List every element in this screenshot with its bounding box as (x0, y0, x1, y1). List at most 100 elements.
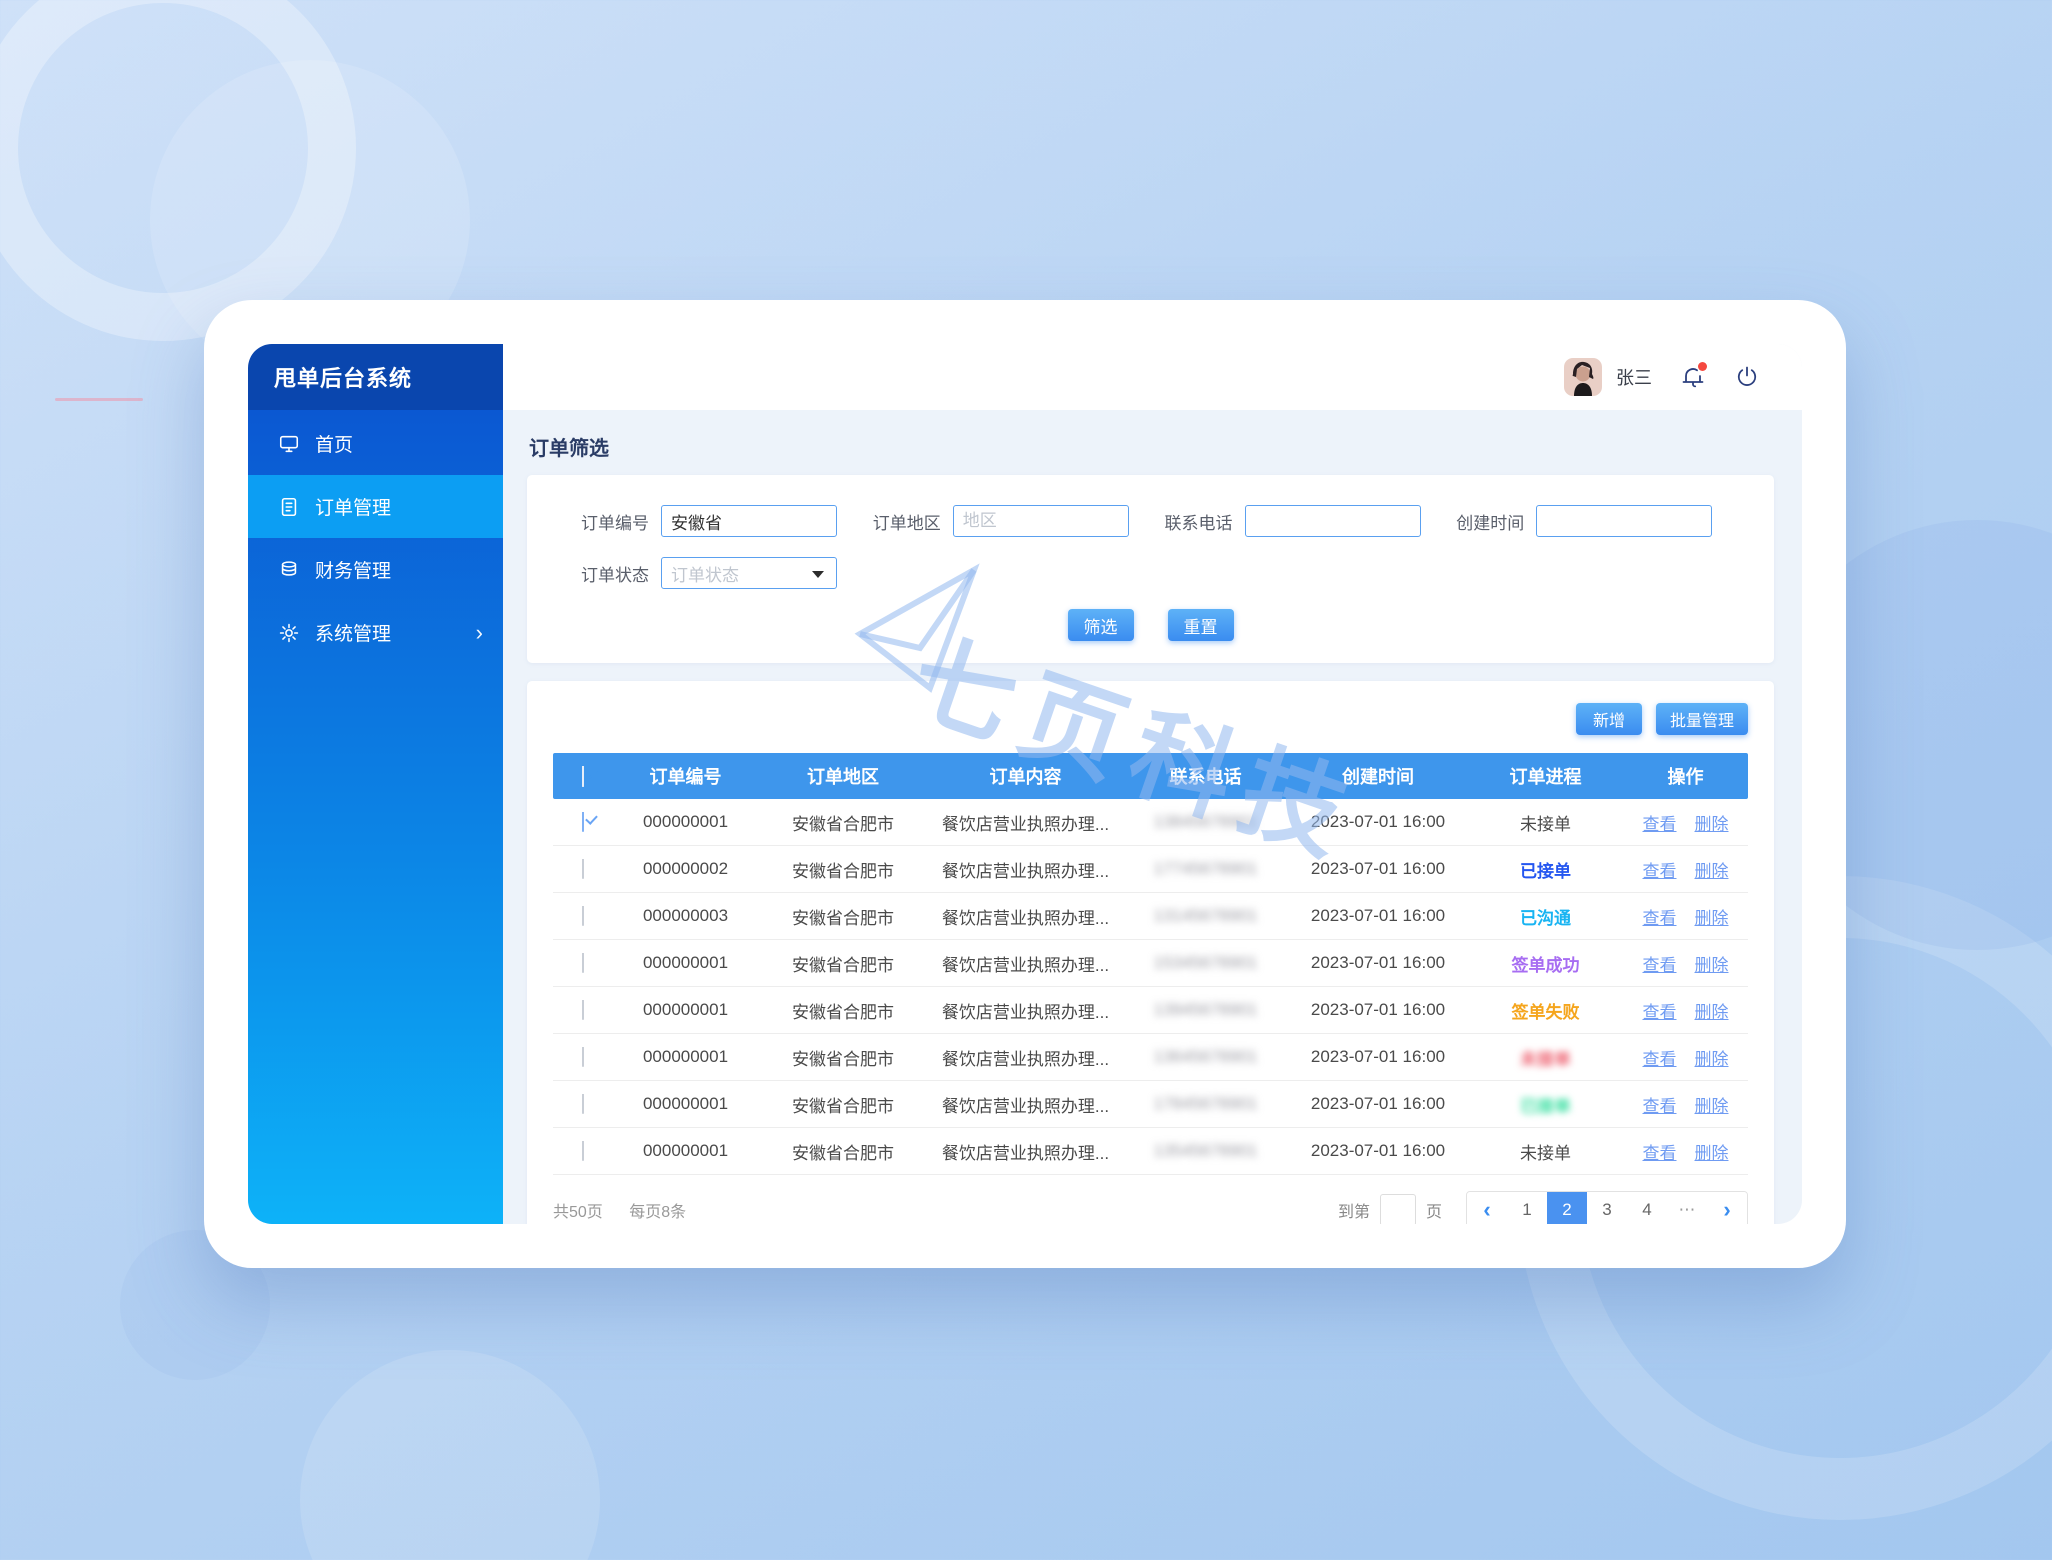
column-header: 创建时间 (1342, 767, 1414, 787)
view-link[interactable]: 查看 (1642, 955, 1677, 975)
field-label: 创建时间 (1456, 513, 1525, 533)
view-link[interactable]: 查看 (1642, 1143, 1677, 1163)
sidebar-item-home[interactable]: 首页 (248, 412, 503, 475)
app-title: 甩单后台系统 (248, 344, 503, 410)
column-header: 操作 (1667, 767, 1704, 787)
sidebar-item-system[interactable]: 系统管理 › (248, 601, 503, 664)
monitor-icon (278, 433, 300, 455)
field-region: 订单地区 (859, 505, 1151, 537)
cell-content: 餐饮店营业执照办理... (941, 814, 1110, 834)
table-row: 000000002 安徽省合肥市 餐饮店营业执照办理... 1774567890… (553, 846, 1748, 893)
pagination: ‹ 1 2 3 4 ⋯ › (1466, 1191, 1748, 1224)
cell-phone: 17845678901 (1153, 1094, 1258, 1113)
sidebar-item-label: 系统管理 (315, 624, 392, 645)
row-checkbox[interactable] (582, 1141, 584, 1161)
cell-region: 安徽省合肥市 (792, 1096, 894, 1116)
page-ellipsis[interactable]: ⋯ (1667, 1192, 1707, 1224)
cell-region: 安徽省合肥市 (792, 955, 894, 975)
avatar[interactable] (1564, 358, 1602, 396)
region-input[interactable] (952, 505, 1129, 537)
delete-link[interactable]: 删除 (1694, 861, 1729, 881)
sidebar-item-label: 财务管理 (315, 561, 392, 582)
app-window: 甩单后台系统 首页 订单管理 (204, 300, 1846, 1268)
delete-link[interactable]: 删除 (1694, 1096, 1729, 1116)
view-link[interactable]: 查看 (1642, 1096, 1677, 1116)
delete-link[interactable]: 删除 (1694, 955, 1729, 975)
username[interactable]: 张三 (1616, 368, 1652, 388)
total-pages-label: 共50页 (553, 1204, 603, 1221)
delete-link[interactable]: 删除 (1694, 1049, 1729, 1069)
view-link[interactable]: 查看 (1642, 861, 1677, 881)
per-page-label: 每页8条 (629, 1204, 687, 1221)
status-badge: 已沟通 (1520, 908, 1571, 928)
delete-link[interactable]: 删除 (1694, 1002, 1729, 1022)
page-button[interactable]: 1 (1507, 1192, 1547, 1224)
column-header: 联系电话 (1169, 767, 1242, 787)
goto-page-input[interactable] (1379, 1194, 1416, 1224)
table-row: 000000003 安徽省合肥市 餐饮店营业执照办理... 1314567890… (553, 893, 1748, 940)
field-label: 联系电话 (1164, 513, 1233, 533)
view-link[interactable]: 查看 (1642, 908, 1677, 928)
status-select[interactable]: 订单状态 (661, 557, 837, 589)
page-button[interactable]: 2 (1547, 1192, 1587, 1224)
content: 订单筛选 订单编号 订单地区 联系电话 (503, 410, 1802, 1224)
cell-time: 2023-07-01 16:00 (1310, 1094, 1446, 1113)
row-checkbox[interactable] (582, 812, 584, 832)
batch-manage-button[interactable]: 批量管理 (1655, 703, 1748, 735)
cell-region: 安徽省合肥市 (792, 1049, 894, 1069)
cell-phone: 13645678901 (1153, 1047, 1258, 1066)
sidebar: 甩单后台系统 首页 订单管理 (248, 344, 503, 1224)
column-header: 订单进程 (1509, 767, 1582, 787)
page-button[interactable]: 3 (1587, 1192, 1627, 1224)
next-page-icon[interactable]: › (1707, 1192, 1747, 1224)
table-row: 000000001 安徽省合肥市 餐饮店营业执照办理... 1364567890… (553, 1034, 1748, 1081)
goto-suffix: 页 (1425, 1204, 1442, 1221)
phone-input[interactable] (1244, 505, 1421, 537)
created-time-input[interactable] (1536, 505, 1713, 537)
cell-order-id: 000000002 (642, 859, 729, 878)
field-status: 订单状态 订单状态 (567, 557, 837, 589)
cell-order-id: 000000003 (642, 906, 729, 925)
row-checkbox[interactable] (582, 1094, 584, 1114)
status-badge: 已接单 (1520, 861, 1571, 881)
status-badge: 签单成功 (1511, 955, 1580, 975)
order-no-input[interactable] (661, 505, 837, 537)
cell-region: 安徽省合肥市 (792, 1002, 894, 1022)
row-checkbox[interactable] (582, 859, 584, 879)
cell-region: 安徽省合肥市 (792, 861, 894, 881)
row-checkbox[interactable] (582, 1047, 584, 1067)
row-checkbox[interactable] (582, 1000, 584, 1020)
prev-page-icon[interactable]: ‹ (1467, 1192, 1507, 1224)
cell-time: 2023-07-01 16:00 (1310, 859, 1446, 878)
delete-link[interactable]: 删除 (1694, 814, 1729, 834)
cell-order-id: 000000001 (642, 1000, 729, 1019)
view-link[interactable]: 查看 (1642, 1049, 1677, 1069)
reset-button[interactable]: 重置 (1167, 609, 1234, 641)
filter-button[interactable]: 筛选 (1067, 609, 1134, 641)
power-icon[interactable] (1734, 364, 1760, 390)
gear-icon (278, 622, 300, 644)
table-row: 000000001 安徽省合肥市 餐饮店营业执照办理... 1784567890… (553, 1081, 1748, 1128)
cell-phone: 15345678901 (1153, 953, 1258, 972)
column-header: 订单内容 (989, 767, 1062, 787)
chevron-down-icon (812, 571, 824, 578)
field-label: 订单编号 (581, 513, 649, 533)
view-link[interactable]: 查看 (1642, 1002, 1677, 1022)
sidebar-item-finance[interactable]: 财务管理 (248, 538, 503, 601)
select-all-checkbox[interactable] (582, 765, 584, 787)
delete-link[interactable]: 删除 (1694, 908, 1729, 928)
cell-order-id: 000000001 (642, 812, 729, 831)
view-link[interactable]: 查看 (1642, 814, 1677, 834)
add-button[interactable]: 新增 (1575, 703, 1642, 735)
page-button[interactable]: 4 (1627, 1192, 1667, 1224)
cell-content: 餐饮店营业执照办理... (941, 955, 1110, 975)
bell-icon[interactable] (1680, 362, 1707, 390)
sidebar-item-orders[interactable]: 订单管理 (248, 475, 503, 538)
table-header: 订单编号 订单地区 订单内容 联系电话 创建时间 订单进程 操作 (553, 753, 1748, 799)
delete-link[interactable]: 删除 (1694, 1143, 1729, 1163)
row-checkbox[interactable] (582, 906, 584, 926)
cell-time: 2023-07-01 16:00 (1310, 906, 1446, 925)
sidebar-menu: 首页 订单管理 财务管理 (248, 410, 503, 1224)
status-badge: 已接单 (1520, 1096, 1571, 1116)
row-checkbox[interactable] (582, 953, 584, 973)
